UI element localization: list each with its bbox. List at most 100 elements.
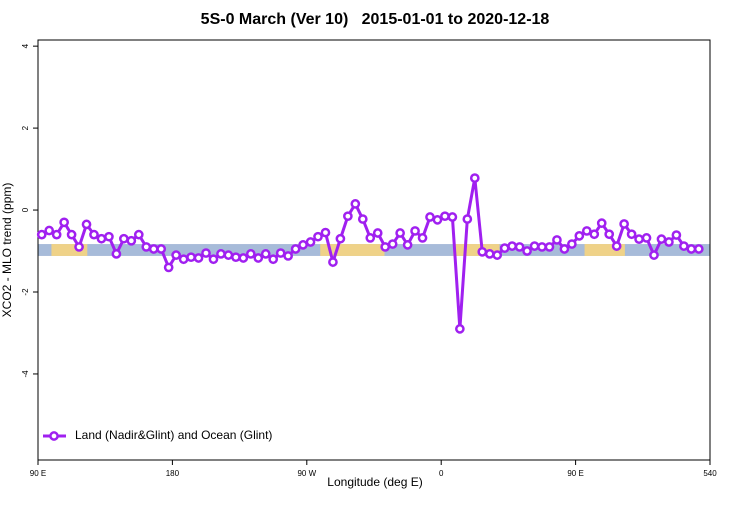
point [178,254,189,265]
point [395,228,405,238]
point [66,229,77,240]
point [664,237,674,247]
point [245,249,256,259]
point [231,252,241,263]
land-segment [320,244,385,256]
point [51,229,62,240]
x-tick-label: 0 [439,469,444,478]
point [686,244,697,254]
point [44,225,55,236]
point [596,218,607,229]
point [305,237,316,247]
point [171,250,181,260]
point [216,249,226,259]
point [223,250,234,260]
point [268,254,279,265]
x-tick-label: 180 [166,469,180,478]
point [238,253,249,263]
point [89,229,99,240]
point [186,252,196,263]
point [529,241,540,251]
point [693,244,704,254]
point [514,242,525,252]
point [410,226,420,236]
point [469,173,480,183]
point [350,199,361,209]
point [440,211,450,222]
point [552,235,562,245]
point [298,240,308,250]
plot-frame [37,39,711,461]
point [499,243,510,254]
point [567,239,577,249]
point [59,217,69,228]
y-tick-label: -2 [21,288,30,296]
point [656,234,667,244]
chart-title: 5S-0 March (Ver 10) 2015-01-01 to 2020-1… [201,11,550,28]
point [104,231,114,242]
point [522,246,532,256]
point [357,214,368,224]
point [641,233,652,243]
point [74,242,84,252]
point [119,233,129,244]
point [96,233,107,244]
point [81,219,92,230]
point [365,233,376,243]
point [402,240,413,250]
point [417,233,428,243]
point [589,229,600,240]
point [507,241,517,251]
point [581,226,592,236]
x-tick-label: 90 E [30,469,46,478]
point [156,244,167,254]
point [649,250,659,260]
point [626,229,637,240]
x-tick-label: 540 [703,469,717,478]
point [671,230,682,240]
point [477,246,488,257]
point [208,254,219,265]
point [484,249,495,259]
point [133,229,144,240]
legend-marker [49,431,59,441]
y-tick-label: 4 [21,43,30,48]
point [126,235,137,246]
y-tick-label: 2 [21,125,30,130]
point [253,253,264,263]
x-tick-label: 90 E [567,469,583,478]
legend-label: Land (Nadir&Glint) and Ocean (Glint) [75,428,272,442]
point [380,242,391,252]
point [320,227,331,238]
point [372,228,383,238]
point [679,241,689,251]
y-tick-label: 0 [21,207,30,212]
point [455,324,465,334]
point [290,244,301,254]
point [537,242,547,252]
point [432,215,443,225]
point [141,242,152,252]
point [387,239,398,249]
point [283,251,293,261]
point [111,249,122,259]
land-segment [453,244,500,256]
point [619,219,629,229]
point [343,211,353,222]
point [193,253,204,263]
x-tick-label: 90 W [297,469,316,478]
y-tick-label: -4 [21,370,30,378]
land-segment [584,244,625,256]
point [425,212,435,222]
point [36,229,47,240]
point [492,250,503,260]
point [148,244,159,254]
point [447,212,458,222]
point [335,233,346,244]
point [275,248,286,258]
point [604,229,615,240]
land-segment [51,244,88,256]
point [544,242,555,252]
point [559,244,570,254]
